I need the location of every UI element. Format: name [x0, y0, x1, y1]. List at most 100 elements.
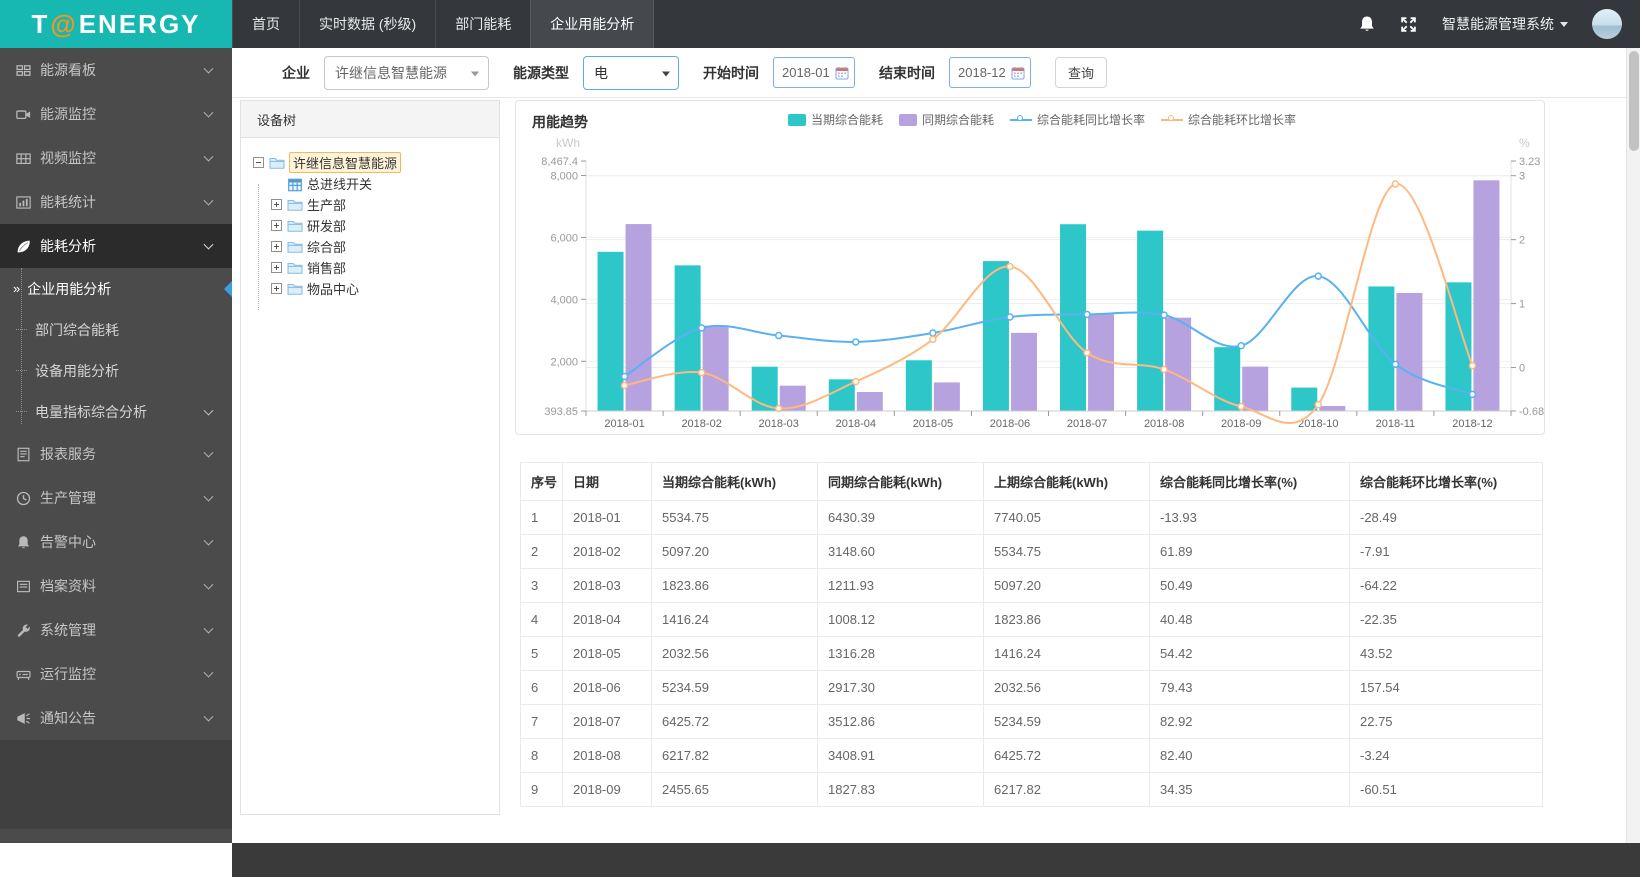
sidebar-item-2[interactable]: 视频监控 [0, 136, 232, 180]
user-avatar[interactable] [1592, 9, 1622, 39]
expand-plus-icon[interactable] [271, 283, 282, 294]
point-综合能耗同比增长率-2018-12[interactable] [1468, 390, 1477, 399]
query-button[interactable]: 查询 [1055, 57, 1108, 88]
bar-当期综合能耗-2018-03[interactable] [751, 366, 778, 411]
point-综合能耗同比增长率-2018-05[interactable] [929, 329, 937, 337]
sidebar-subitem-1[interactable]: »部门综合能耗 [0, 309, 232, 350]
tree-node-2[interactable]: 生产部 [253, 194, 499, 215]
legend-item-2[interactable]: 综合能耗同比增长率 [1010, 111, 1145, 128]
start-date-input[interactable]: 2018-01 [773, 57, 855, 88]
tree-node-0[interactable]: 许继信息智慧能源 [253, 152, 499, 173]
point-综合能耗环比增长率-2018-08[interactable] [1160, 365, 1168, 374]
sidebar-subitem-3[interactable]: »电量指标综合分析 [0, 391, 232, 432]
bar-当期综合能耗-2018-06[interactable] [982, 261, 1009, 411]
sidebar-item-10[interactable]: 运行监控 [0, 652, 232, 696]
bar-同期综合能耗-2018-08[interactable] [1165, 317, 1192, 411]
fullscreen-icon[interactable] [1400, 15, 1418, 33]
point-综合能耗同比增长率-2018-01[interactable] [620, 372, 629, 381]
sidebar-item-7[interactable]: 告警中心 [0, 520, 232, 564]
notification-bell-icon[interactable] [1358, 15, 1376, 33]
bar-同期综合能耗-2018-06[interactable] [1010, 332, 1037, 411]
end-date-input[interactable]: 2018-12 [949, 57, 1031, 88]
point-综合能耗同比增长率-2018-04[interactable] [852, 338, 860, 346]
nav-tab-1[interactable]: 实时数据 (秒级) [299, 0, 435, 48]
point-综合能耗同比增长率-2018-10[interactable] [1314, 272, 1323, 280]
nav-tab-2[interactable]: 部门能耗 [435, 0, 530, 48]
tree-node-4[interactable]: 综合部 [253, 236, 499, 257]
bar-当期综合能耗-2018-12[interactable] [1445, 282, 1472, 411]
system-name-label: 智慧能源管理系统 [1442, 16, 1554, 32]
sidebar-item-3[interactable]: 能耗统计 [0, 180, 232, 224]
calendar-icon [835, 66, 849, 79]
bar-当期综合能耗-2018-09[interactable] [1214, 347, 1241, 411]
sidebar-subitem-2[interactable]: »设备用能分析 [0, 350, 232, 391]
bar-当期综合能耗-2018-10[interactable] [1291, 387, 1318, 411]
energy-type-select[interactable]: 电 [583, 55, 679, 90]
collapse-minus-icon[interactable] [253, 157, 264, 168]
trend-chart: 8,467.4 8,000 6,000 4,000 2,000 393.85 3.23 3 2 1… [541, 136, 1544, 430]
point-综合能耗环比增长率-2018-12[interactable] [1468, 361, 1477, 370]
sidebar-subitem-0[interactable]: » 企业用能分析 [0, 268, 232, 309]
point-综合能耗同比增长率-2018-11[interactable] [1391, 360, 1400, 369]
bar-当期综合能耗-2018-01[interactable] [597, 251, 624, 411]
legend-item-1[interactable]: 同期综合能耗 [899, 111, 994, 128]
sidebar-item-4[interactable]: 能耗分析 [0, 224, 232, 268]
expand-plus-icon[interactable] [271, 220, 282, 231]
bar-同期综合能耗-2018-10[interactable] [1319, 405, 1346, 411]
point-综合能耗环比增长率-2018-01[interactable] [620, 381, 629, 390]
tree-node-1[interactable]: 总进线开关 [253, 173, 499, 194]
point-综合能耗环比增长率-2018-09[interactable] [1237, 402, 1245, 411]
bar-当期综合能耗-2018-08[interactable] [1137, 230, 1164, 411]
tree-node-3[interactable]: 研发部 [253, 215, 499, 236]
expand-plus-icon[interactable] [271, 199, 282, 210]
point-综合能耗环比增长率-2018-07[interactable] [1083, 349, 1091, 357]
table-cell: 1416.24 [651, 602, 818, 637]
sidebar-item-8[interactable]: 档案资料 [0, 564, 232, 608]
point-综合能耗环比增长率-2018-05[interactable] [929, 335, 937, 344]
point-综合能耗环比增长率-2018-10[interactable] [1314, 400, 1323, 409]
expand-plus-icon[interactable] [271, 262, 282, 273]
sidebar-item-11[interactable]: 通知公告 [0, 696, 232, 740]
point-综合能耗环比增长率-2018-02[interactable] [697, 368, 706, 377]
bar-同期综合能耗-2018-09[interactable] [1242, 366, 1269, 411]
bar-同期综合能耗-2018-04[interactable] [856, 391, 883, 411]
table-cell: 34.35 [1149, 772, 1350, 807]
point-综合能耗同比增长率-2018-02[interactable] [697, 324, 706, 332]
bar-同期综合能耗-2018-12[interactable] [1473, 180, 1500, 411]
bar-同期综合能耗-2018-11[interactable] [1396, 292, 1423, 411]
scrollbar-thumb[interactable] [1629, 51, 1639, 151]
legend-item-0[interactable]: 当期综合能耗 [788, 111, 883, 128]
axis-label: 2018-02 [681, 418, 721, 430]
nav-tab-0[interactable]: 首页 [232, 0, 299, 48]
point-综合能耗同比增长率-2018-09[interactable] [1237, 342, 1245, 350]
point-综合能耗环比增长率-2018-06[interactable] [1006, 262, 1014, 271]
bar-当期综合能耗-2018-05[interactable] [905, 360, 932, 411]
sidebar-item-6[interactable]: 生产管理 [0, 476, 232, 520]
company-select[interactable]: 许继信息智慧能源 [324, 55, 489, 90]
sidebar-item-9[interactable]: 系统管理 [0, 608, 232, 652]
point-综合能耗同比增长率-2018-06[interactable] [1006, 313, 1014, 321]
point-综合能耗环比增长率-2018-11[interactable] [1391, 180, 1400, 188]
vertical-scrollbar[interactable] [1626, 48, 1640, 843]
legend-item-3[interactable]: 综合能耗环比增长率 [1161, 111, 1296, 128]
system-name-dropdown[interactable]: 智慧能源管理系统 [1442, 14, 1568, 34]
chart-legend: 当期综合能耗 同期综合能耗 综合能耗同比增长率 综合能耗环比增长率 [788, 111, 1296, 128]
axis-label: 1 [1519, 299, 1525, 311]
sidebar-item-1[interactable]: 能源监控 [0, 92, 232, 136]
expand-plus-icon[interactable] [271, 241, 282, 252]
sidebar-item-0[interactable]: 能源看板 [0, 48, 232, 92]
point-综合能耗环比增长率-2018-04[interactable] [852, 377, 860, 386]
tree-node-6[interactable]: 物品中心 [253, 278, 499, 299]
table-cell: 8 [520, 738, 563, 773]
point-综合能耗环比增长率-2018-03[interactable] [774, 404, 783, 413]
topbar-right: 智慧能源管理系统 [1358, 0, 1640, 48]
point-综合能耗同比增长率-2018-03[interactable] [774, 331, 783, 340]
tree-node-5[interactable]: 销售部 [253, 257, 499, 278]
sidebar-item-5[interactable]: 报表服务 [0, 432, 232, 476]
point-综合能耗同比增长率-2018-08[interactable] [1160, 311, 1168, 319]
bar-当期综合能耗-2018-07[interactable] [1060, 224, 1087, 411]
bar-同期综合能耗-2018-05[interactable] [933, 382, 960, 411]
nav-tab-3[interactable]: 企业用能分析 [530, 0, 655, 48]
point-综合能耗同比增长率-2018-07[interactable] [1083, 310, 1091, 319]
bar-同期综合能耗-2018-02[interactable] [702, 325, 729, 411]
